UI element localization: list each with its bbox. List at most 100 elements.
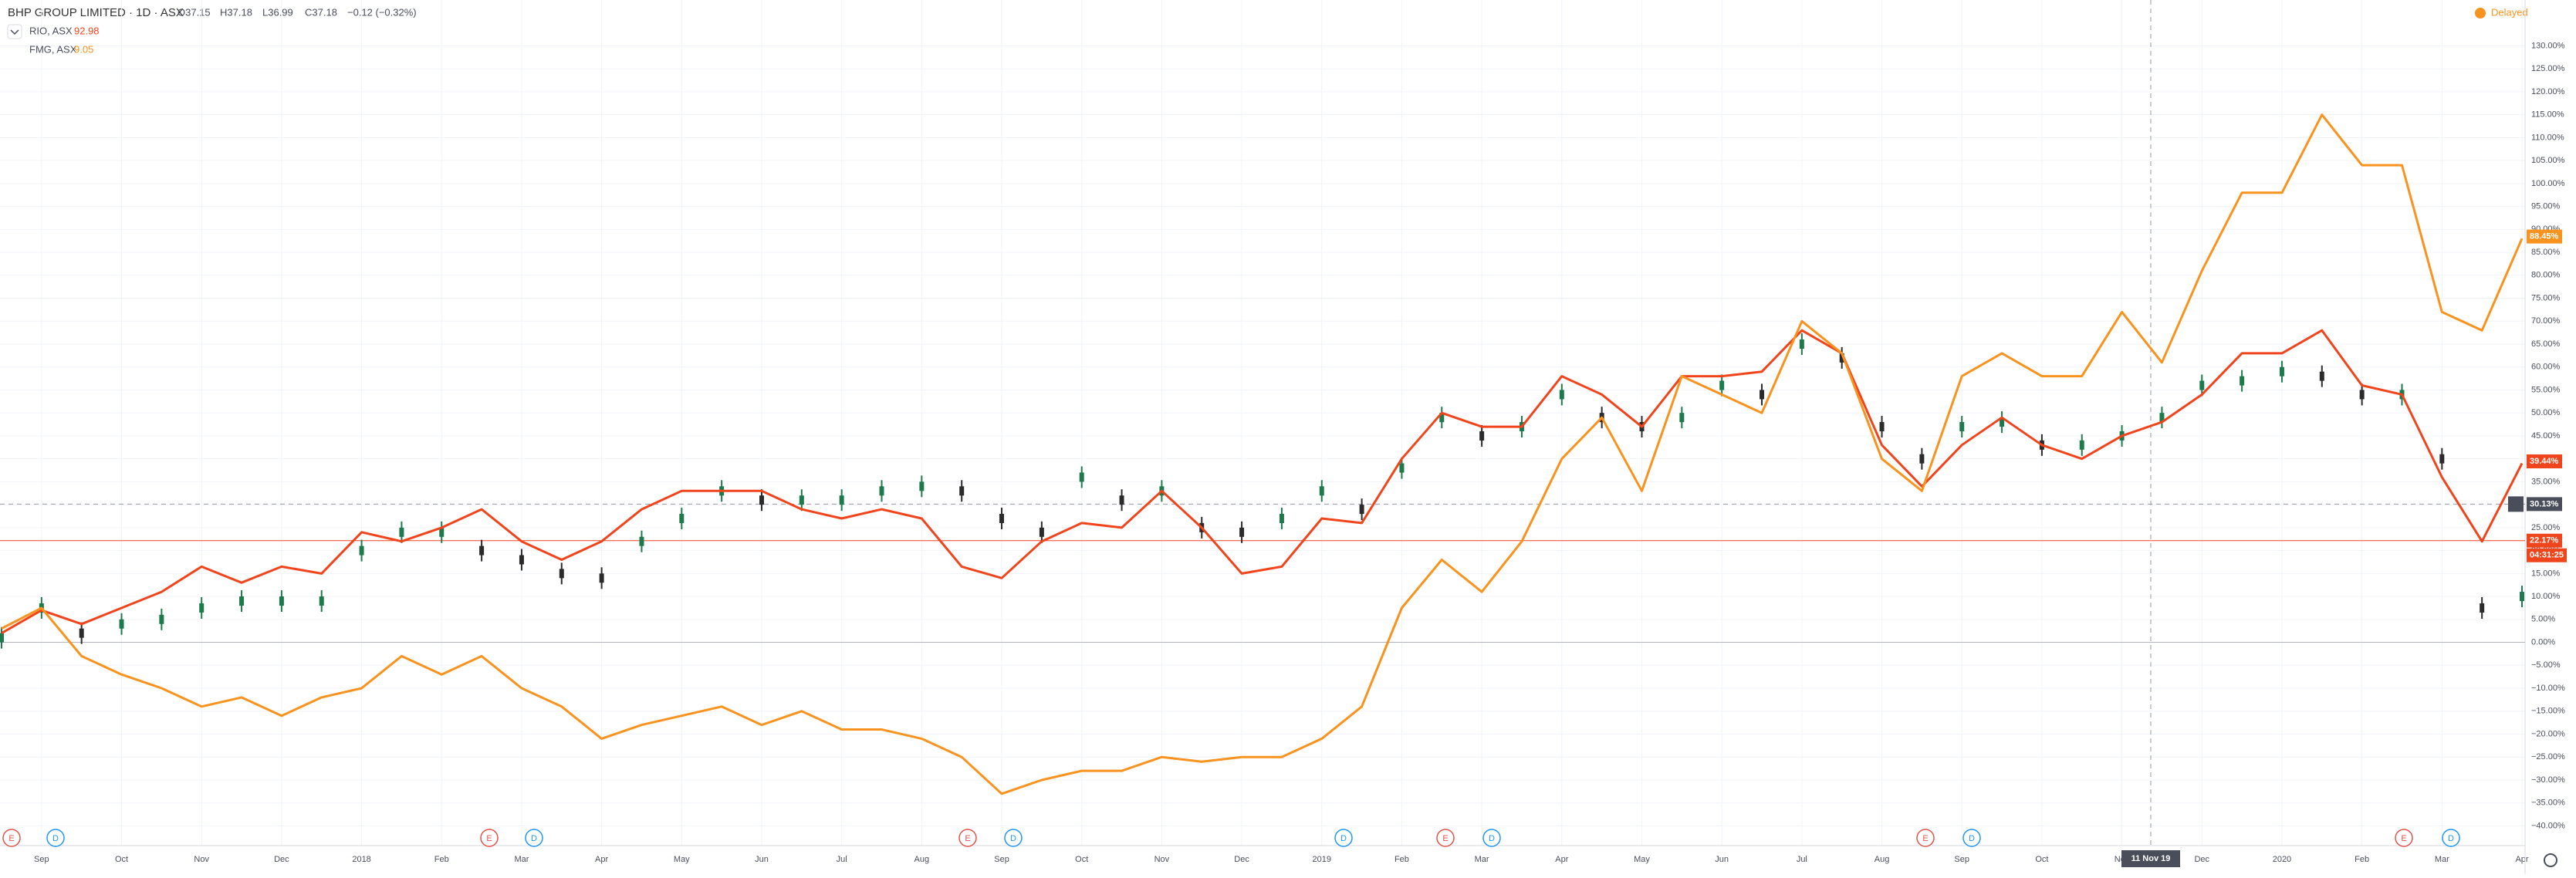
candle xyxy=(1839,346,1844,369)
y-tick-label: 120.00% xyxy=(2531,87,2565,96)
open: O37.15 xyxy=(177,6,211,18)
y-tick-label: −10.00% xyxy=(2531,684,2565,693)
event-marker[interactable] xyxy=(1436,829,1455,847)
x-tick-label: Jun xyxy=(755,855,769,864)
price-tag xyxy=(2527,533,2562,548)
price-tag-label: 22.17% xyxy=(2530,536,2559,545)
candle xyxy=(2240,370,2245,392)
candle-body xyxy=(639,536,644,546)
y-tick-label: 110.00% xyxy=(2531,133,2564,142)
candle xyxy=(2159,407,2165,429)
y-tick-label: −20.00% xyxy=(2531,729,2565,738)
event-marker[interactable] xyxy=(958,829,977,847)
candle-body xyxy=(1079,472,1084,482)
delayed[interactable]: Delayed xyxy=(2491,6,2528,18)
candle xyxy=(2480,596,2485,619)
crosshair-add[interactable] xyxy=(2508,496,2524,512)
legend-name[interactable]: FMG, ASX xyxy=(29,43,77,55)
event-label: E xyxy=(1922,834,1928,843)
x-tick-label: Nov xyxy=(1154,855,1170,864)
candle-body xyxy=(1119,495,1124,505)
event-marker[interactable] xyxy=(480,829,499,847)
candle xyxy=(759,489,764,512)
x-tick-label: Oct xyxy=(2035,855,2048,864)
event-marker[interactable] xyxy=(1482,829,1501,847)
candle xyxy=(1439,407,1445,429)
candle xyxy=(839,489,844,512)
x-tick-label: May xyxy=(674,855,690,864)
candle-body xyxy=(439,527,445,537)
candle-body xyxy=(919,481,925,491)
candle-body xyxy=(599,573,604,583)
high: H37.18 xyxy=(220,6,252,18)
candle xyxy=(1919,447,1925,470)
x-tick-label: Nov xyxy=(194,855,209,864)
event-marker[interactable] xyxy=(525,829,543,847)
candle-body xyxy=(1239,527,1245,537)
event-marker[interactable] xyxy=(2442,829,2460,847)
price-tag-label: 39.44% xyxy=(2530,457,2559,466)
event-marker[interactable] xyxy=(2395,829,2413,847)
candle xyxy=(2079,434,2084,456)
y-tick-label: 5.00% xyxy=(2531,615,2555,624)
candle-body xyxy=(1399,463,1405,473)
candle xyxy=(2279,360,2284,383)
candle xyxy=(1679,407,1685,429)
candle-body xyxy=(2359,390,2365,400)
y-tick-label: 55.00% xyxy=(2531,385,2561,394)
candle-body xyxy=(1039,527,1044,537)
candle-body xyxy=(799,495,804,505)
candle-body xyxy=(1879,422,1885,432)
event-label: D xyxy=(1969,834,1975,843)
candle xyxy=(119,613,124,635)
candle-body xyxy=(1359,505,1364,515)
x-tick-label: Sep xyxy=(34,855,49,864)
event-marker[interactable] xyxy=(1334,829,1353,847)
candle-body xyxy=(1839,353,1844,363)
y-tick-label: −40.00% xyxy=(2531,821,2565,830)
candle-body xyxy=(959,486,965,496)
x-tick-label: Oct xyxy=(1075,855,1088,864)
candle-body xyxy=(159,614,164,624)
candle-body xyxy=(399,527,404,537)
legend-value: 9.05 xyxy=(74,43,93,55)
y-tick-label: 115.00% xyxy=(2531,110,2564,120)
candle xyxy=(1119,489,1124,512)
candle-body xyxy=(2319,371,2324,381)
settings-icon[interactable] xyxy=(2544,853,2557,867)
candle xyxy=(2319,365,2324,387)
y-tick-label: 125.00% xyxy=(2531,64,2565,73)
event-label: E xyxy=(2401,834,2406,843)
countdown-tag xyxy=(2527,548,2567,562)
x-tick-label: Aug xyxy=(1875,855,1890,864)
event-marker[interactable] xyxy=(1004,829,1023,847)
candle xyxy=(599,567,604,589)
y-tick-label: −15.00% xyxy=(2531,707,2565,716)
y-tick-label: 0.00% xyxy=(2531,637,2555,647)
symbol-title[interactable]: BHP GROUP LIMITED · 1D · ASX xyxy=(8,6,184,19)
legend-name[interactable]: RIO, ASX xyxy=(29,25,73,36)
x-tick-label: Dec xyxy=(274,855,289,864)
event-marker[interactable] xyxy=(46,829,65,847)
x-tick-label: Mar xyxy=(2435,855,2449,864)
candle xyxy=(2000,411,2005,434)
event-label: E xyxy=(8,834,14,843)
candle-body xyxy=(879,486,884,496)
candle xyxy=(1879,416,1885,438)
y-tick-label: 15.00% xyxy=(2531,569,2561,578)
y-tick-label: 25.00% xyxy=(2531,523,2561,532)
x-tick-label: Jul xyxy=(1797,855,1807,864)
event-marker[interactable] xyxy=(1962,829,1981,847)
candle xyxy=(479,539,485,562)
x-tick-label: Apr xyxy=(595,855,608,864)
x-tick-label: Aug xyxy=(914,855,930,864)
candle xyxy=(0,626,4,649)
x-tick-label: Apr xyxy=(1555,855,1568,864)
legend-toggle[interactable] xyxy=(7,24,22,39)
event-marker[interactable] xyxy=(1916,829,1935,847)
candle-body xyxy=(1319,486,1324,496)
price-tag xyxy=(2527,454,2562,469)
y-tick-label: −30.00% xyxy=(2531,775,2565,785)
candle-body xyxy=(2240,376,2245,386)
event-marker[interactable] xyxy=(2,829,21,847)
